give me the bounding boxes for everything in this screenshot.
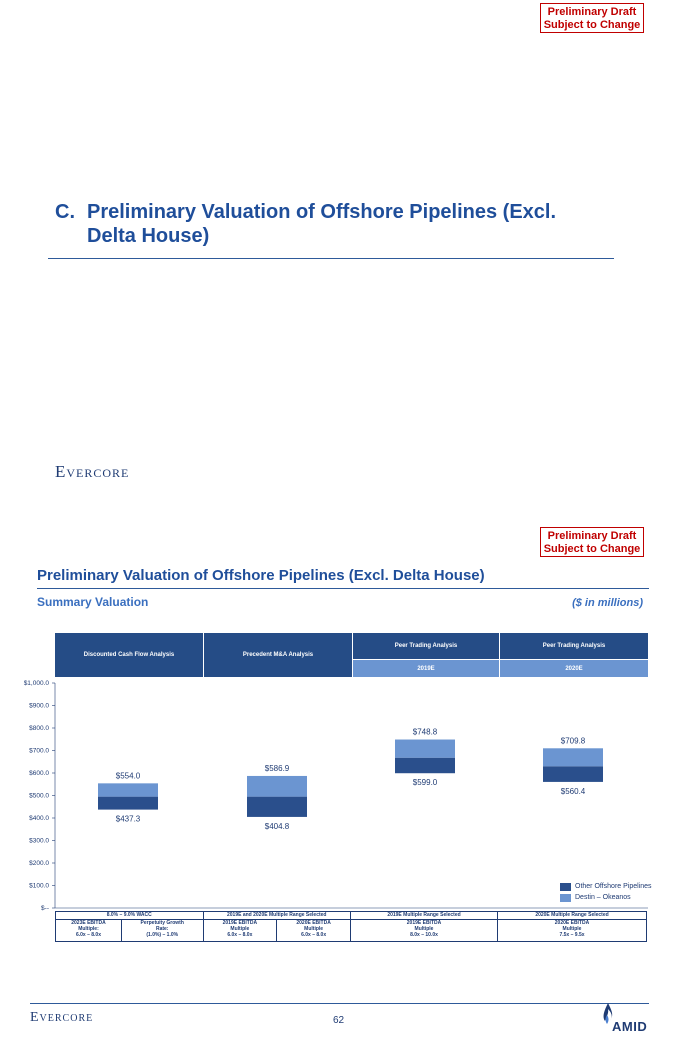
footer-line: Multiple	[304, 926, 324, 932]
draft-line1: Preliminary Draft	[547, 530, 637, 542]
legend-swatch-dark	[560, 882, 571, 891]
y-tick-label: $500.0	[29, 793, 49, 800]
footer-bottom-cell: 2023E EBITDA Multiple: 6.0x – 8.0x	[55, 919, 122, 942]
y-tick-label: $900.0	[29, 703, 49, 710]
footer-line: 7.5x – 9.5x	[559, 932, 585, 938]
footer-line: 2023E EBITDA	[71, 920, 106, 926]
footer-top-cell: 2020E Multiple Range Selected	[497, 911, 647, 920]
y-tick-label: $400.0	[29, 815, 49, 822]
bar-segment-other	[395, 757, 455, 774]
page-title: Preliminary Valuation of Offshore Pipeli…	[37, 567, 485, 584]
footer-line: Multiple	[414, 926, 434, 932]
amid-logo: AMID	[598, 1003, 652, 1039]
methodology-table: 8.0% – 9.0% WACC 2019E and 2020E Multipl…	[55, 911, 647, 942]
footer-rule	[30, 1003, 649, 1004]
brand-logo-top: Evercore	[55, 462, 130, 481]
legend-item-destin: Destin – Okeanos	[560, 892, 652, 903]
footer-line: Perpetuity Growth	[140, 920, 184, 926]
footer-line: (1.0%) – 1.0%	[146, 932, 179, 938]
footer-line: 2019E EBITDA	[406, 920, 442, 926]
footer-top-cell: 8.0% – 9.0% WACC	[55, 911, 204, 920]
footer-line: 2019E EBITDA	[222, 920, 258, 926]
chart-legend: Other Offshore Pipelines Destin – Okeano…	[560, 881, 652, 903]
high-value-label: $586.9	[265, 764, 290, 773]
footer-line: 6.0x – 8.0x	[75, 932, 101, 938]
y-tick-label: $800.0	[29, 725, 49, 732]
footer-bottom-cell: 2020E EBITDA Multiple 7.5x – 9.5x	[497, 919, 647, 942]
low-value-label: $437.3	[116, 815, 141, 824]
footer-bottom-cell: 2019E EBITDA Multiple 8.0x – 10.0x	[350, 919, 498, 942]
footer-bottom-cell: 2019E EBITDA Multiple 6.0x – 8.0x	[202, 919, 278, 942]
low-value-label: $560.4	[561, 787, 586, 796]
footer-top-cell: 2019E Multiple Range Selected	[350, 911, 498, 920]
draft-badge-bottom: Preliminary Draft Subject to Change	[540, 527, 644, 557]
y-tick-label: $1,000.0	[24, 680, 50, 687]
footer-top-cell: 2019E and 2020E Multiple Range Selected	[202, 911, 351, 920]
high-value-label: $748.8	[413, 728, 438, 737]
legend-label-other: Other Offshore Pipelines	[575, 883, 652, 890]
footer-line: Rate:	[155, 926, 169, 932]
bar-segment-destin	[98, 783, 158, 797]
footer-line: 6.0x – 8.0x	[301, 932, 327, 938]
brand-logo-bottom: Evercore	[30, 1010, 94, 1025]
y-tick-label: $300.0	[29, 838, 49, 845]
section-title-line1: Preliminary Valuation of Offshore Pipeli…	[87, 201, 557, 223]
flame-icon	[603, 1003, 613, 1024]
header-peer-2019-sub: 2019E	[353, 660, 499, 677]
y-tick-label: $--	[41, 905, 49, 912]
footer-bottom-cell: Perpetuity Growth Rate: (1.0%) – 1.0%	[120, 919, 204, 942]
bar-segment-other	[98, 796, 158, 810]
draft-line2: Subject to Change	[543, 19, 641, 31]
draft-line1: Preliminary Draft	[547, 6, 637, 18]
header-peer-2020-sub: 2020E	[500, 660, 648, 677]
low-value-label: $599.0	[413, 778, 438, 787]
footer-line: 8.0x – 10.0x	[410, 932, 438, 938]
y-tick-label: $100.0	[29, 883, 49, 890]
footer-line: 6.0x – 8.0x	[227, 932, 253, 938]
title-rule	[37, 588, 649, 589]
footer-line: 2020E EBITDA	[296, 920, 331, 926]
legend-label-destin: Destin – Okeanos	[575, 894, 631, 901]
y-tick-label: $200.0	[29, 860, 49, 867]
page-number: 62	[333, 1015, 345, 1026]
legend-item-other: Other Offshore Pipelines	[560, 881, 652, 892]
bar-segment-other	[543, 766, 603, 782]
header-peer-2019: Peer Trading Analysis	[353, 633, 499, 659]
footer-line: 2020E EBITDA	[554, 920, 590, 926]
page-subtitle: Summary Valuation	[37, 595, 149, 609]
footer-line: Multiple	[230, 926, 250, 932]
bar-segment-other	[247, 796, 307, 817]
section-title-line2: Delta House)	[87, 225, 210, 247]
section-divider-rule	[48, 258, 614, 259]
bar-segment-destin	[395, 739, 455, 758]
draft-line2: Subject to Change	[543, 543, 641, 555]
draft-badge-top: Preliminary Draft Subject to Change	[540, 3, 644, 33]
section-letter: C.	[55, 201, 75, 223]
header-peer-2020: Peer Trading Analysis	[500, 633, 648, 659]
footer-line: Multiple:	[78, 926, 99, 932]
header-mna: Precedent M&A Analysis	[204, 633, 352, 677]
y-tick-label: $600.0	[29, 770, 49, 777]
bar-segment-destin	[543, 748, 603, 767]
high-value-label: $709.8	[561, 736, 586, 745]
footer-line: Multiple	[562, 926, 582, 932]
legend-swatch-light	[560, 893, 571, 902]
header-dcf: Discounted Cash Flow Analysis	[55, 633, 203, 677]
bar-segment-destin	[247, 775, 307, 797]
footer-bottom-cell: 2020E EBITDA Multiple 6.0x – 8.0x	[276, 919, 351, 942]
y-tick-label: $700.0	[29, 748, 49, 755]
amid-wordmark: AMID	[612, 1019, 648, 1034]
low-value-label: $404.8	[265, 822, 290, 831]
high-value-label: $554.0	[116, 771, 141, 780]
units-note: ($ in millions)	[572, 597, 643, 609]
